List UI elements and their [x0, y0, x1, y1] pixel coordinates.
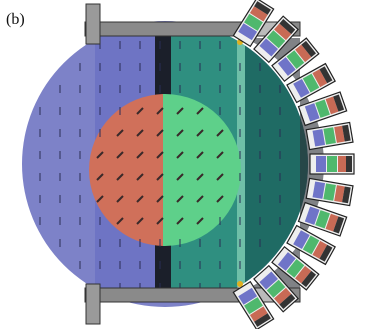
panel-label: (b) [6, 11, 25, 28]
lens-cap [346, 156, 352, 172]
flange-top [86, 4, 100, 44]
flange-bottom [86, 284, 100, 324]
lens-green [327, 156, 337, 172]
lens-blue [316, 156, 326, 172]
lens-red [338, 156, 346, 172]
figure: (b) [0, 0, 372, 329]
lens-module [310, 154, 354, 174]
